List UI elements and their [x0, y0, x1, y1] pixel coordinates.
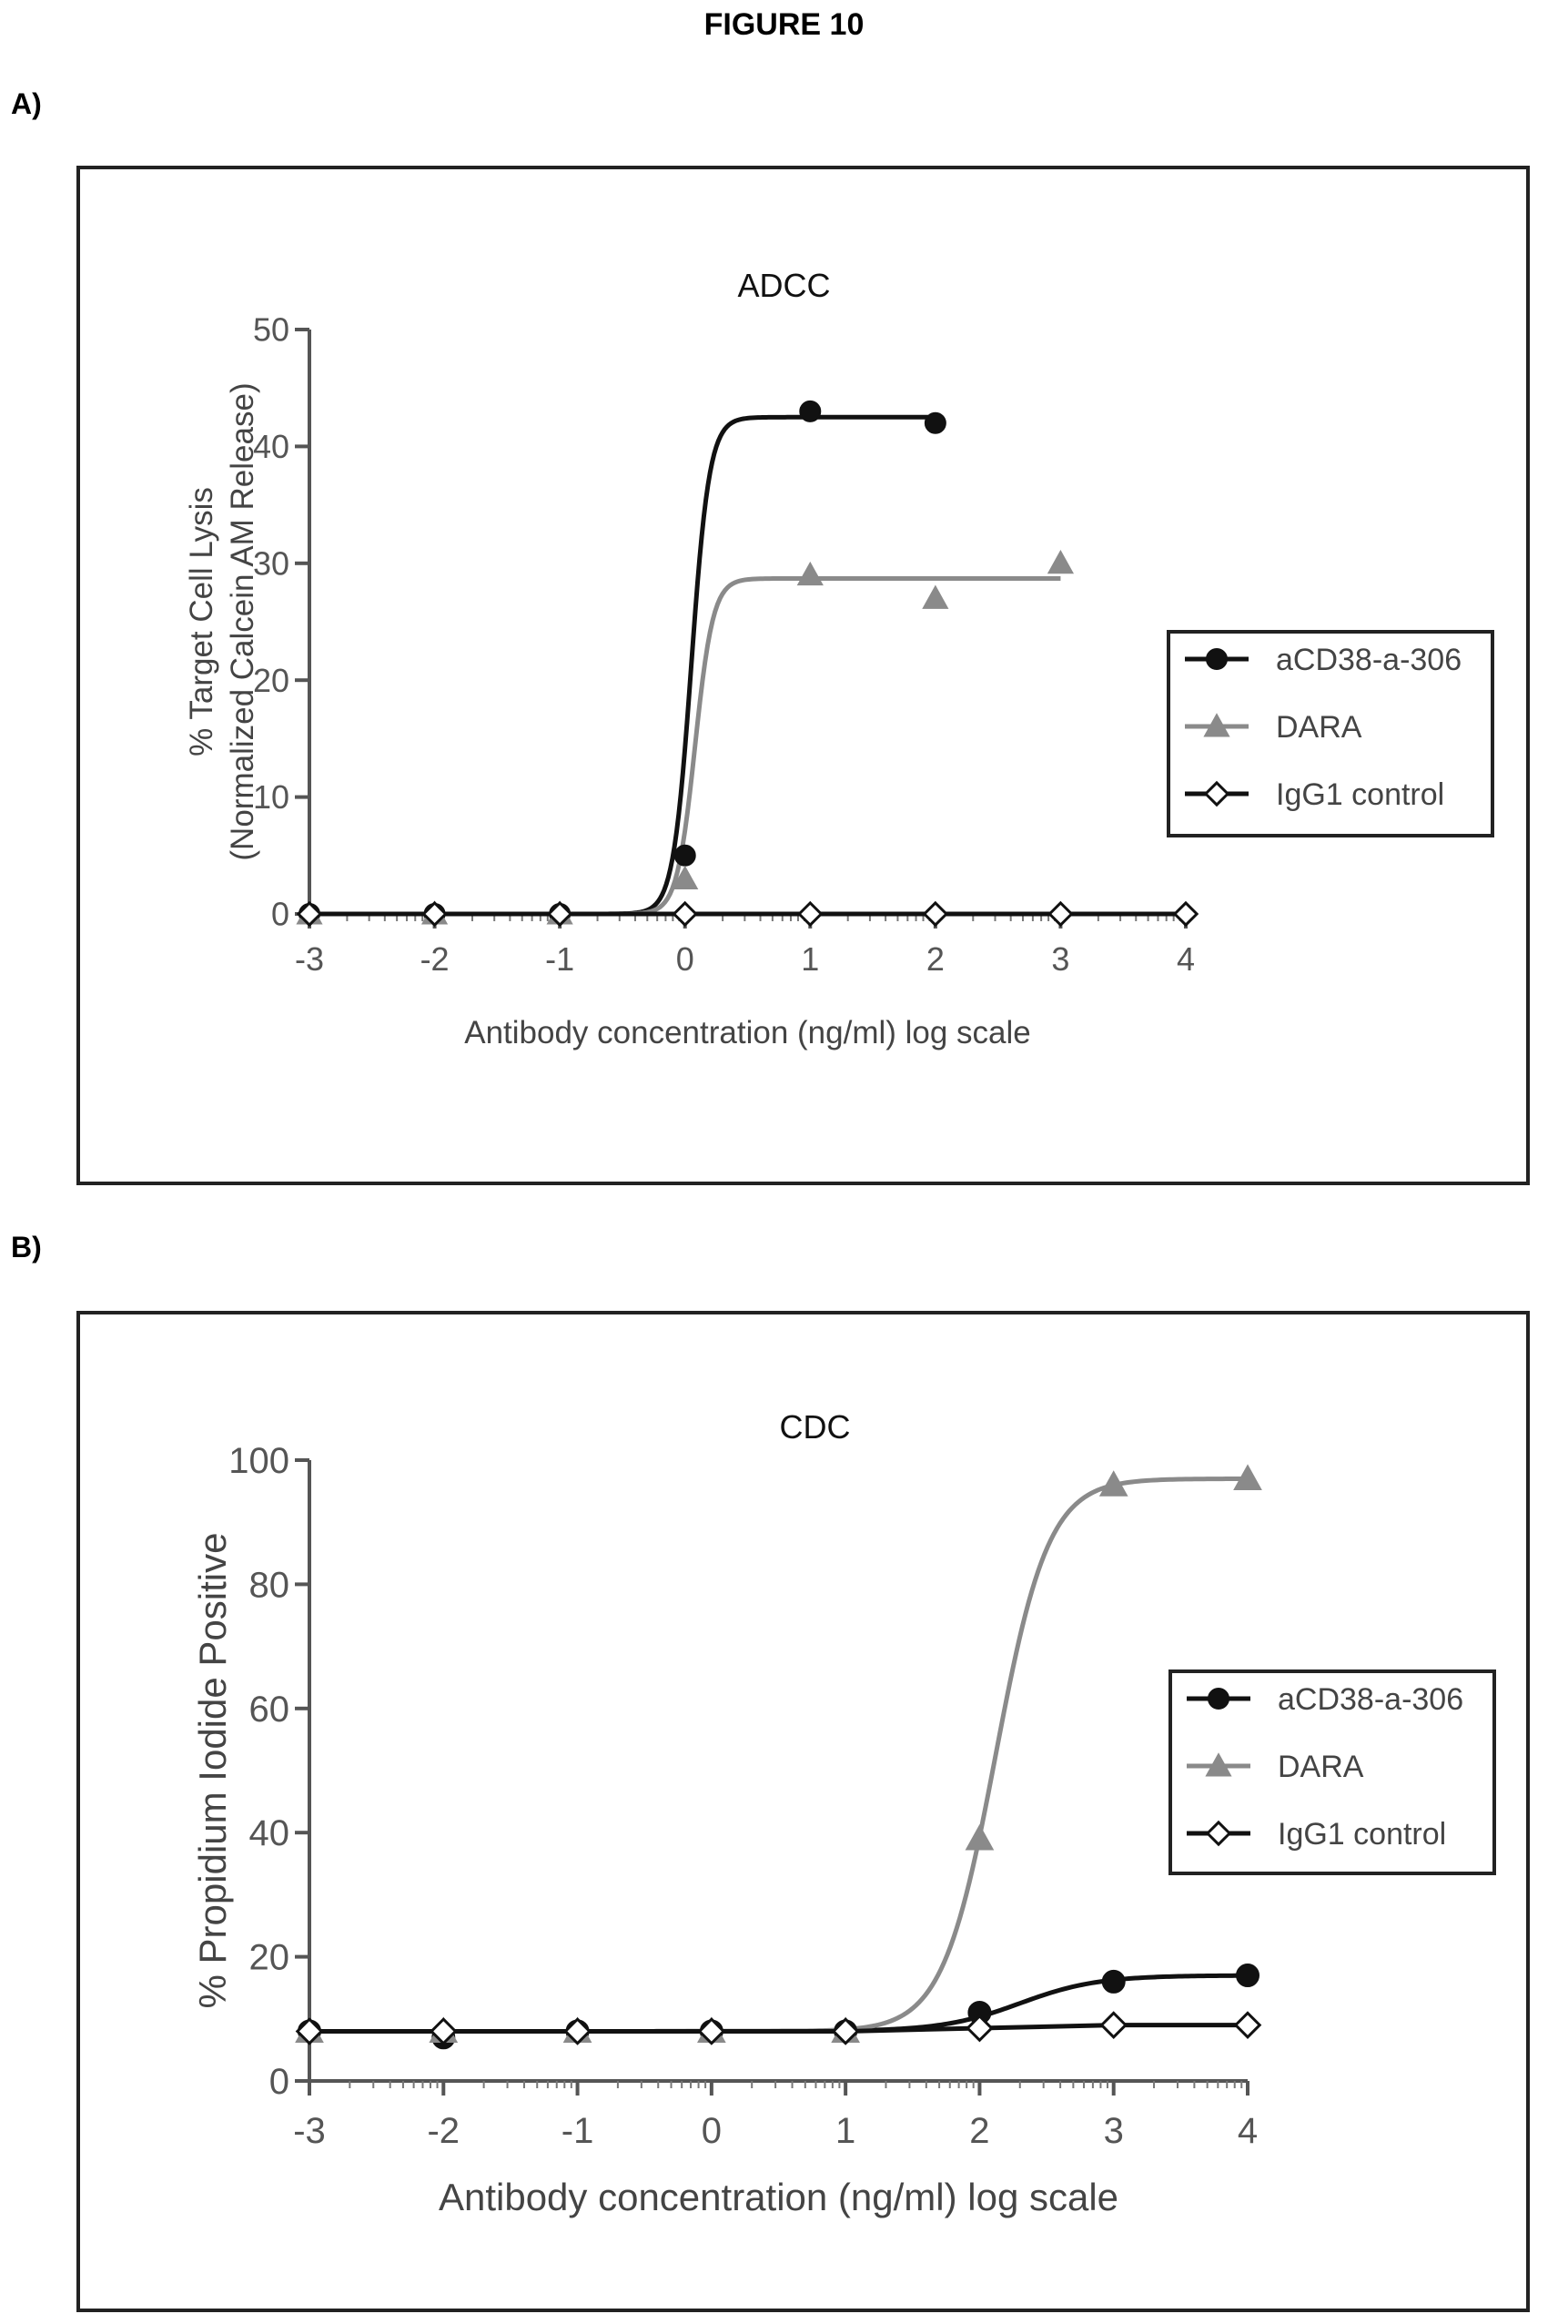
data-point [546, 900, 573, 928]
y-tick-label: 40 [249, 1813, 290, 1853]
data-point [799, 400, 822, 422]
data-point [1233, 1464, 1262, 1490]
y-tick-label: 20 [249, 1938, 290, 1978]
x-tick-label: -2 [427, 2111, 460, 2151]
series-group [309, 2023, 1248, 2034]
legend-label: aCD38-a-306 [1276, 643, 1462, 677]
data-point [797, 900, 824, 928]
data-point [922, 900, 949, 928]
data-point [672, 900, 698, 928]
data-point [965, 1823, 995, 1851]
data-point [831, 2017, 860, 2045]
x-tick-label: -3 [295, 940, 324, 978]
figure-title: FIGURE 10 [703, 7, 865, 42]
chart-panel-adcc: ADCC 0 10 20 30 40 50 -3 -2 -1 0 1 2 3 4 Antibody conce… [76, 166, 1530, 1185]
chart-title: ADCC [737, 267, 830, 304]
y-tick-label: 100 [228, 1441, 289, 1481]
legend-marker [1208, 1688, 1229, 1710]
y-tick-label: 0 [271, 896, 289, 933]
legend-label: aCD38-a-306 [1278, 1682, 1463, 1717]
data-point [673, 844, 696, 867]
x-tick-label: 4 [1238, 2111, 1258, 2151]
x-tick-label: 2 [969, 2111, 989, 2151]
data-point [1236, 1964, 1259, 1988]
data-point [1099, 2011, 1128, 2039]
y-axis-label: (Normalized Calcein AM Release) [225, 382, 260, 860]
legend-marker [1203, 713, 1230, 737]
legend: aCD38-a-306 DARA IgG1 control [1168, 1669, 1496, 1875]
x-axis-label: Antibody concentration (ng/ml) log scale [439, 2176, 1118, 2218]
data-point [697, 2017, 726, 2045]
data-point [1047, 900, 1074, 928]
data-point [1101, 1969, 1126, 1994]
x-tick-label: -2 [420, 940, 450, 978]
series-markers [295, 1464, 1262, 2043]
y-tick-label: 30 [253, 544, 289, 582]
y-tick-label: 20 [253, 662, 289, 699]
data-point [1098, 1470, 1128, 1497]
series-line [309, 1477, 1249, 2034]
x-tick-label: -1 [545, 940, 574, 978]
series-markers [295, 2011, 1262, 2045]
x-tick-label: 1 [835, 2111, 855, 2151]
data-point [563, 2017, 592, 2045]
legend: aCD38-a-306 DARA IgG1 control [1167, 630, 1494, 837]
data-point [924, 411, 946, 434]
legend-marker [1206, 648, 1228, 670]
x-tick-label: 4 [1177, 940, 1195, 978]
data-point [1233, 2011, 1262, 2039]
x-tick-label: 0 [702, 2111, 722, 2151]
data-point [966, 2014, 994, 2043]
data-point [1172, 900, 1199, 928]
x-tick-label: 3 [1051, 940, 1069, 978]
series-line [309, 2023, 1248, 2034]
legend-label: DARA [1278, 1750, 1364, 1784]
data-point [296, 900, 323, 928]
y-tick-label: 10 [253, 778, 289, 816]
series-group [309, 414, 936, 917]
data-point [295, 2017, 324, 2045]
adcc-chart: ADCC 0 10 20 30 40 50 -3 -2 -1 0 1 2 3 4 Antibody conce… [184, 267, 1494, 1050]
legend-marker [1203, 780, 1230, 807]
y-tick-label: 40 [253, 428, 289, 465]
legend-label: IgG1 control [1278, 1817, 1446, 1852]
x-tick-label: 2 [926, 940, 945, 978]
series-group [309, 1477, 1249, 2034]
data-point [1047, 550, 1075, 574]
x-tick-label: 3 [1104, 2111, 1124, 2151]
y-tick-label: 60 [249, 1690, 290, 1730]
panel-label-b: B) [11, 1231, 42, 1263]
data-point [429, 2017, 458, 2045]
legend-marker [1205, 1820, 1232, 1847]
series-markers [298, 400, 946, 925]
chart-panel-cdc: CDC 0 20 40 60 80 100 -3 -2 -1 0 1 2 3 4 Antibody conce… [76, 1311, 1530, 2312]
chart-title: CDC [780, 1408, 851, 1446]
series-line [309, 414, 936, 917]
x-axis-label: Antibody concentration (ng/ml) log scale [464, 1015, 1031, 1050]
series-markers [296, 900, 1199, 928]
x-tick-label: -3 [293, 2111, 326, 2151]
data-point [421, 900, 448, 928]
y-tick-label: 80 [249, 1565, 290, 1605]
panel-label-a: A) [11, 87, 42, 120]
data-point [922, 584, 949, 609]
legend-label: IgG1 control [1276, 777, 1444, 812]
data-point [672, 865, 699, 889]
x-tick-label: 0 [676, 940, 694, 978]
y-axis-label: % Propidium Iodide Positive [191, 1533, 234, 2009]
data-point [796, 561, 824, 586]
x-tick-label: -1 [561, 2111, 594, 2151]
legend-label: DARA [1276, 710, 1362, 745]
y-tick-label: 0 [269, 2062, 289, 2102]
y-axis-label: % Target Cell Lysis [184, 487, 219, 756]
legend-marker [1205, 1752, 1232, 1777]
cdc-chart: CDC 0 20 40 60 80 100 -3 -2 -1 0 1 2 3 4 Antibody conce… [191, 1408, 1496, 2218]
y-tick-label: 50 [253, 311, 289, 349]
x-tick-label: 1 [801, 940, 819, 978]
